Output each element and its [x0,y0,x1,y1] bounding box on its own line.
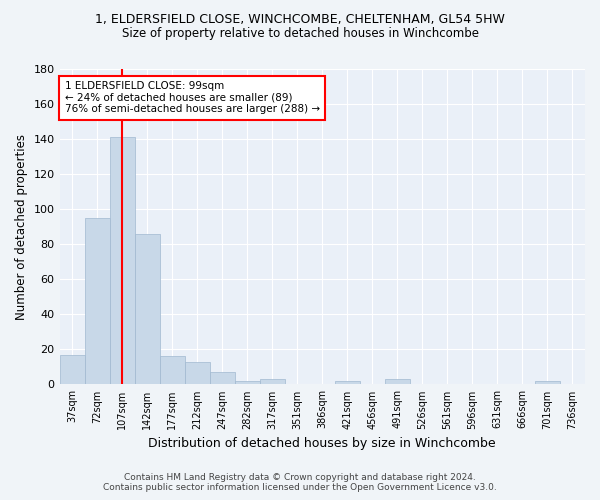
Bar [185,362,209,384]
Bar [160,356,185,384]
Bar [85,218,110,384]
Bar [235,381,260,384]
Bar [335,381,360,384]
Bar [59,354,85,384]
Text: 1 ELDERSFIELD CLOSE: 99sqm
← 24% of detached houses are smaller (89)
76% of semi: 1 ELDERSFIELD CLOSE: 99sqm ← 24% of deta… [65,82,320,114]
Text: 1, ELDERSFIELD CLOSE, WINCHCOMBE, CHELTENHAM, GL54 5HW: 1, ELDERSFIELD CLOSE, WINCHCOMBE, CHELTE… [95,12,505,26]
Y-axis label: Number of detached properties: Number of detached properties [15,134,28,320]
Bar [209,372,235,384]
Bar [110,138,134,384]
Text: Size of property relative to detached houses in Winchcombe: Size of property relative to detached ho… [121,28,479,40]
Bar [260,379,285,384]
X-axis label: Distribution of detached houses by size in Winchcombe: Distribution of detached houses by size … [148,437,496,450]
Text: Contains HM Land Registry data © Crown copyright and database right 2024.
Contai: Contains HM Land Registry data © Crown c… [103,473,497,492]
Bar [385,379,410,384]
Bar [535,381,560,384]
Bar [134,234,160,384]
